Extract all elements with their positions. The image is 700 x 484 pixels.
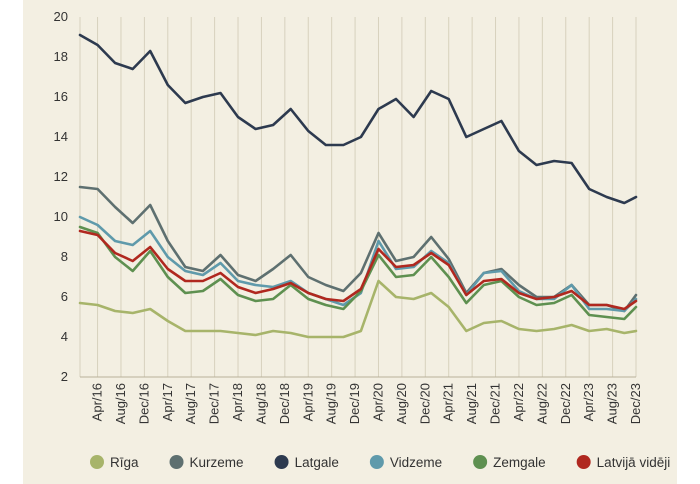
y-tick-label: 12	[54, 169, 68, 184]
y-tick-label: 16	[54, 89, 68, 104]
series-line	[78, 279, 638, 339]
series-line	[78, 229, 638, 311]
x-tick-label: Dec/21	[488, 383, 503, 424]
x-tick-label: Aug/20	[394, 383, 409, 424]
x-tick-label: Apr/22	[511, 383, 526, 421]
x-tick-label: Apr/19	[300, 383, 315, 421]
x-tick-label: Apr/17	[160, 383, 175, 421]
legend-marker	[473, 455, 488, 469]
x-tick-label: Dec/16	[136, 383, 151, 424]
legend-label: Latgale	[295, 455, 339, 470]
legend-marker	[369, 455, 384, 469]
x-tick-label: Dec/19	[347, 383, 362, 424]
legend-marker	[90, 455, 104, 469]
x-tick-label: Dec/18	[277, 383, 292, 424]
x-tick-label: Aug/22	[534, 383, 549, 424]
x-tick-label: Aug/16	[113, 383, 128, 424]
chart-panel	[23, 0, 677, 484]
x-tick-label: Dec/23	[628, 383, 643, 424]
x-tick-label: Aug/18	[253, 383, 268, 424]
x-tick-label: Aug/17	[183, 383, 198, 424]
legend-marker	[576, 455, 591, 469]
legend-marker	[169, 455, 184, 469]
x-tick-label: Dec/20	[417, 383, 432, 424]
legend-label: Zemgale	[493, 455, 546, 470]
x-tick-label: Apr/21	[441, 383, 456, 421]
y-tick-label: 10	[54, 209, 68, 224]
y-tick-label: 4	[61, 329, 68, 344]
series-line	[78, 215, 638, 313]
x-tick-label: Apr/23	[581, 383, 596, 421]
legend-label: Latvijā vidēji	[597, 455, 671, 470]
series-line	[78, 33, 638, 205]
x-tick-label: Apr/20	[370, 383, 385, 421]
y-tick-label: 20	[54, 9, 68, 24]
legend-label: Rīga	[110, 455, 139, 470]
y-tick-label: 8	[61, 249, 68, 264]
y-tick-label: 2	[61, 369, 68, 384]
x-tick-label: Dec/22	[558, 383, 573, 424]
x-tick-label: Aug/23	[605, 383, 620, 424]
legend-marker	[274, 455, 289, 469]
x-tick-label: Apr/18	[230, 383, 245, 421]
x-tick-label: Aug/19	[324, 383, 339, 424]
y-tick-label: 14	[54, 129, 68, 144]
y-tick-label: 18	[54, 49, 68, 64]
legend-label: Vidzeme	[390, 455, 442, 470]
legend-label: Kurzeme	[190, 455, 244, 470]
y-tick-label: 6	[61, 289, 68, 304]
series-line	[78, 225, 638, 321]
x-tick-label: Dec/17	[207, 383, 222, 424]
x-tick-label: Aug/21	[464, 383, 479, 424]
x-tick-label: Apr/16	[90, 383, 105, 421]
